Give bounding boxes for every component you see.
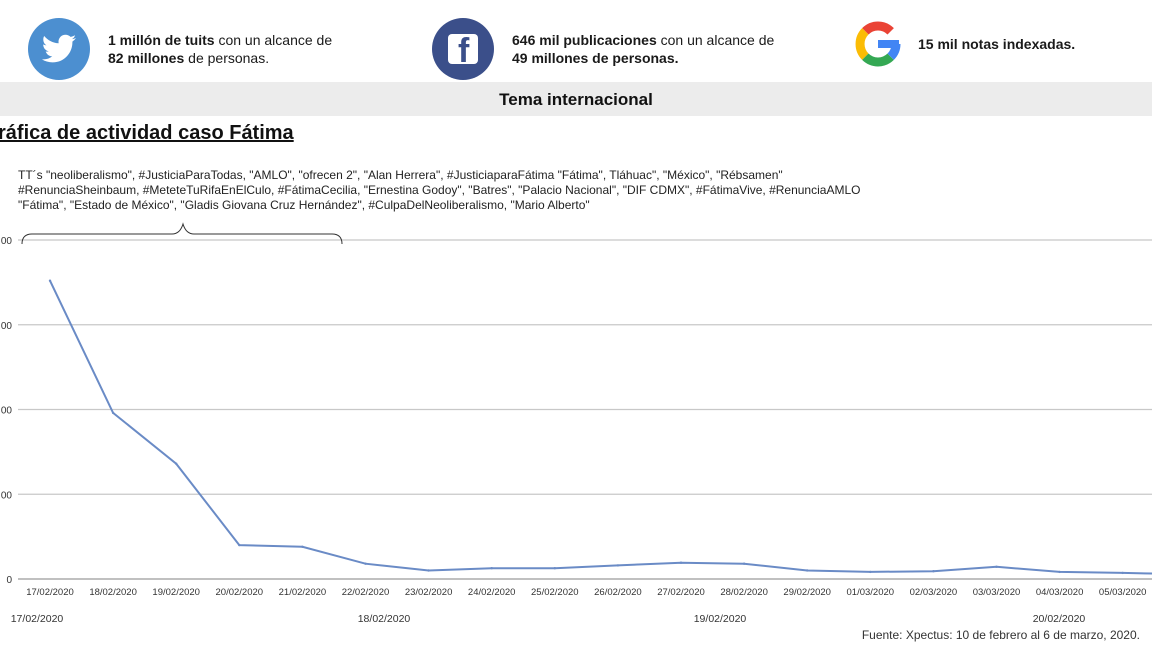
annotation-brace xyxy=(21,222,343,245)
y-tick-label: 00 xyxy=(1,321,13,332)
google-stat: 15 mil notas indexadas. xyxy=(852,18,1075,70)
data-point xyxy=(553,567,556,570)
x-tick-label: 29/02/2020 xyxy=(783,587,831,598)
data-point xyxy=(238,543,241,547)
secondary-axis-label: 19/02/2020 xyxy=(694,613,747,625)
x-tick-label: 26/02/2020 xyxy=(594,587,642,598)
x-tick-label: 23/02/2020 xyxy=(405,587,453,598)
data-point xyxy=(869,570,872,574)
x-tick-label: 25/02/2020 xyxy=(531,587,579,598)
x-tick-label: 05/03/2020 xyxy=(1099,587,1147,598)
twitter-stat-text: 1 millón de tuits con un alcance de 82 m… xyxy=(108,32,333,66)
x-tick-label: 21/02/2020 xyxy=(279,587,327,598)
secondary-axis-label: 20/02/2020 xyxy=(1033,613,1086,625)
x-tick-label: 18/02/2020 xyxy=(89,587,137,598)
twitter-bird-icon xyxy=(28,18,90,80)
data-point xyxy=(490,567,493,570)
trending-topics-line: TT´s "neoliberalismo", #JusticiaParaToda… xyxy=(18,168,783,182)
y-tick-label: 00 xyxy=(1,406,13,417)
x-tick-label: 04/03/2020 xyxy=(1036,587,1084,598)
x-tick-label: 17/02/2020 xyxy=(26,587,74,598)
data-point xyxy=(932,570,935,573)
data-point xyxy=(1058,570,1061,574)
y-tick-label: 0 xyxy=(6,575,12,586)
data-point xyxy=(742,562,746,565)
x-tick-label: 22/02/2020 xyxy=(342,587,390,598)
data-point xyxy=(679,561,683,564)
facebook-icon: f xyxy=(432,18,494,80)
secondary-axis-label: 18/02/2020 xyxy=(358,613,411,625)
x-tick-label: 24/02/2020 xyxy=(468,587,516,598)
google-stat-text: 15 mil notas indexadas. xyxy=(918,36,1076,52)
x-tick-label: 27/02/2020 xyxy=(657,587,705,598)
data-point xyxy=(616,564,620,567)
data-point xyxy=(48,279,52,282)
x-tick-label: 28/02/2020 xyxy=(720,587,768,598)
data-point xyxy=(1121,571,1124,575)
trending-topics: TT´s "neoliberalismo", #JusticiaParaToda… xyxy=(18,168,860,213)
data-point xyxy=(111,411,115,415)
data-point xyxy=(364,562,367,565)
trending-topics-line: "Fátima", "Estado de México", "Gladis Gi… xyxy=(18,198,590,212)
chart-title: ráfica de actividad caso Fátima xyxy=(0,122,294,144)
y-tick-label: 00 xyxy=(1,236,13,247)
facebook-stat: f 646 mil publicaciones con un alcance d… xyxy=(432,18,774,80)
data-point xyxy=(806,569,809,572)
x-tick-label: 19/02/2020 xyxy=(152,587,200,598)
section-bar: Tema internacional xyxy=(0,82,1152,116)
data-point xyxy=(427,569,430,572)
trending-topics-line: #RenunciaSheinbaum, #MeteteTuRifaEnElCul… xyxy=(18,183,861,197)
x-tick-label: 02/03/2020 xyxy=(910,587,958,598)
source-footer: Fuente: Xpectus: 10 de febrero al 6 de m… xyxy=(861,628,1140,642)
data-point xyxy=(175,462,178,465)
y-tick-label: 00 xyxy=(1,490,13,501)
x-tick-label: 20/02/2020 xyxy=(216,587,264,598)
x-tick-label: 01/03/2020 xyxy=(847,587,895,598)
data-point xyxy=(301,545,304,548)
google-g-icon xyxy=(852,18,904,70)
x-tick-label: 03/03/2020 xyxy=(973,587,1021,598)
data-point xyxy=(995,565,998,568)
facebook-stat-text: 646 mil publicaciones con un alcance de … xyxy=(512,32,775,66)
twitter-stat: 1 millón de tuits con un alcance de 82 m… xyxy=(28,18,332,80)
secondary-axis-label: 17/02/2020 xyxy=(11,613,64,625)
